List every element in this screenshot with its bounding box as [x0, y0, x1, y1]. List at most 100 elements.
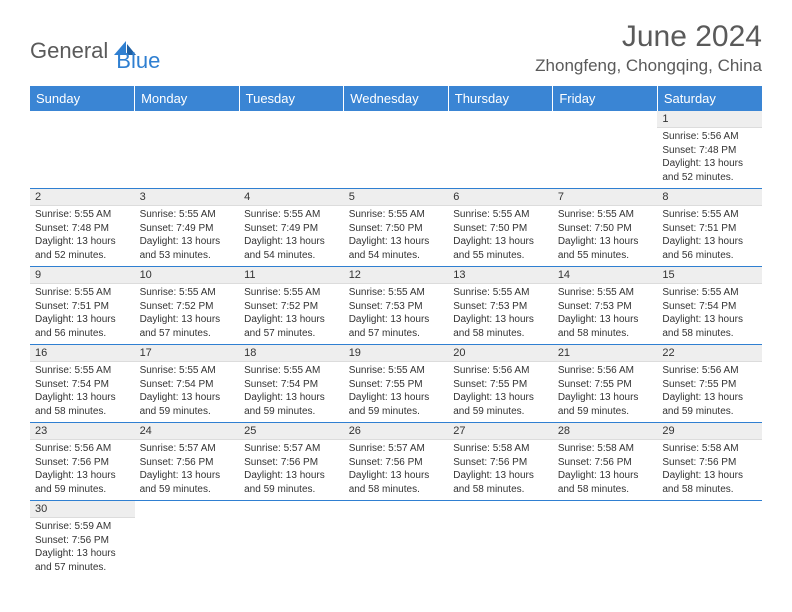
day-number: 15	[657, 267, 762, 284]
calendar-day-cell: 4Sunrise: 5:55 AMSunset: 7:49 PMDaylight…	[239, 189, 344, 267]
day-info: Sunrise: 5:56 AMSunset: 7:56 PMDaylight:…	[30, 440, 135, 500]
calendar-day-cell: 26Sunrise: 5:57 AMSunset: 7:56 PMDayligh…	[344, 423, 449, 501]
day-info: Sunrise: 5:55 AMSunset: 7:48 PMDaylight:…	[30, 206, 135, 266]
day-number: 24	[135, 423, 240, 440]
calendar-day-cell: 28Sunrise: 5:58 AMSunset: 7:56 PMDayligh…	[553, 423, 658, 501]
calendar-day-cell: 11Sunrise: 5:55 AMSunset: 7:52 PMDayligh…	[239, 267, 344, 345]
day-info: Sunrise: 5:55 AMSunset: 7:50 PMDaylight:…	[553, 206, 658, 266]
calendar-day-cell: 25Sunrise: 5:57 AMSunset: 7:56 PMDayligh…	[239, 423, 344, 501]
day-number: 28	[553, 423, 658, 440]
calendar-empty-cell	[553, 501, 658, 579]
calendar-empty-cell	[344, 501, 449, 579]
logo-text-blue: Blue	[116, 48, 160, 74]
calendar-day-cell: 14Sunrise: 5:55 AMSunset: 7:53 PMDayligh…	[553, 267, 658, 345]
calendar-day-cell: 3Sunrise: 5:55 AMSunset: 7:49 PMDaylight…	[135, 189, 240, 267]
location: Zhongfeng, Chongqing, China	[535, 56, 762, 76]
weekday-header: Thursday	[448, 86, 553, 111]
day-info: Sunrise: 5:55 AMSunset: 7:51 PMDaylight:…	[657, 206, 762, 266]
calendar-day-cell: 5Sunrise: 5:55 AMSunset: 7:50 PMDaylight…	[344, 189, 449, 267]
day-info: Sunrise: 5:56 AMSunset: 7:55 PMDaylight:…	[657, 362, 762, 422]
day-info: Sunrise: 5:55 AMSunset: 7:55 PMDaylight:…	[344, 362, 449, 422]
calendar-day-cell: 18Sunrise: 5:55 AMSunset: 7:54 PMDayligh…	[239, 345, 344, 423]
day-info: Sunrise: 5:55 AMSunset: 7:54 PMDaylight:…	[239, 362, 344, 422]
weekday-header-row: SundayMondayTuesdayWednesdayThursdayFrid…	[30, 86, 762, 111]
day-number: 6	[448, 189, 553, 206]
day-number: 9	[30, 267, 135, 284]
day-number: 14	[553, 267, 658, 284]
day-info: Sunrise: 5:58 AMSunset: 7:56 PMDaylight:…	[657, 440, 762, 500]
calendar-day-cell: 12Sunrise: 5:55 AMSunset: 7:53 PMDayligh…	[344, 267, 449, 345]
logo-text-general: General	[30, 38, 108, 64]
calendar-empty-cell	[448, 111, 553, 189]
calendar-empty-cell	[553, 111, 658, 189]
day-info: Sunrise: 5:58 AMSunset: 7:56 PMDaylight:…	[448, 440, 553, 500]
calendar-day-cell: 30Sunrise: 5:59 AMSunset: 7:56 PMDayligh…	[30, 501, 135, 579]
logo: General Blue	[30, 28, 160, 74]
day-number: 11	[239, 267, 344, 284]
calendar-empty-cell	[344, 111, 449, 189]
day-number: 23	[30, 423, 135, 440]
calendar-empty-cell	[657, 501, 762, 579]
day-info: Sunrise: 5:58 AMSunset: 7:56 PMDaylight:…	[553, 440, 658, 500]
day-number: 3	[135, 189, 240, 206]
calendar-week-row: 2Sunrise: 5:55 AMSunset: 7:48 PMDaylight…	[30, 189, 762, 267]
day-number: 30	[30, 501, 135, 518]
day-number: 4	[239, 189, 344, 206]
title-block: June 2024 Zhongfeng, Chongqing, China	[535, 20, 762, 76]
day-info: Sunrise: 5:55 AMSunset: 7:52 PMDaylight:…	[239, 284, 344, 344]
calendar-week-row: 23Sunrise: 5:56 AMSunset: 7:56 PMDayligh…	[30, 423, 762, 501]
calendar-day-cell: 13Sunrise: 5:55 AMSunset: 7:53 PMDayligh…	[448, 267, 553, 345]
day-number: 7	[553, 189, 658, 206]
calendar-day-cell: 19Sunrise: 5:55 AMSunset: 7:55 PMDayligh…	[344, 345, 449, 423]
calendar-day-cell: 2Sunrise: 5:55 AMSunset: 7:48 PMDaylight…	[30, 189, 135, 267]
day-info: Sunrise: 5:55 AMSunset: 7:54 PMDaylight:…	[135, 362, 240, 422]
calendar-day-cell: 22Sunrise: 5:56 AMSunset: 7:55 PMDayligh…	[657, 345, 762, 423]
day-info: Sunrise: 5:55 AMSunset: 7:49 PMDaylight:…	[239, 206, 344, 266]
calendar-week-row: 30Sunrise: 5:59 AMSunset: 7:56 PMDayligh…	[30, 501, 762, 579]
day-info: Sunrise: 5:55 AMSunset: 7:49 PMDaylight:…	[135, 206, 240, 266]
calendar-empty-cell	[448, 501, 553, 579]
day-info: Sunrise: 5:56 AMSunset: 7:48 PMDaylight:…	[657, 128, 762, 188]
weekday-header: Wednesday	[344, 86, 449, 111]
day-info: Sunrise: 5:55 AMSunset: 7:54 PMDaylight:…	[30, 362, 135, 422]
day-info: Sunrise: 5:55 AMSunset: 7:50 PMDaylight:…	[344, 206, 449, 266]
month-title: June 2024	[535, 20, 762, 54]
header: General Blue June 2024 Zhongfeng, Chongq…	[30, 20, 762, 76]
calendar-week-row: 16Sunrise: 5:55 AMSunset: 7:54 PMDayligh…	[30, 345, 762, 423]
day-number: 19	[344, 345, 449, 362]
day-info: Sunrise: 5:57 AMSunset: 7:56 PMDaylight:…	[239, 440, 344, 500]
day-info: Sunrise: 5:56 AMSunset: 7:55 PMDaylight:…	[553, 362, 658, 422]
day-number: 20	[448, 345, 553, 362]
day-number: 13	[448, 267, 553, 284]
calendar-day-cell: 15Sunrise: 5:55 AMSunset: 7:54 PMDayligh…	[657, 267, 762, 345]
day-number: 2	[30, 189, 135, 206]
day-info: Sunrise: 5:55 AMSunset: 7:53 PMDaylight:…	[344, 284, 449, 344]
calendar-table: SundayMondayTuesdayWednesdayThursdayFrid…	[30, 86, 762, 578]
day-number: 25	[239, 423, 344, 440]
calendar-empty-cell	[239, 501, 344, 579]
day-number: 17	[135, 345, 240, 362]
day-number: 10	[135, 267, 240, 284]
day-number: 8	[657, 189, 762, 206]
weekday-header: Tuesday	[239, 86, 344, 111]
day-number: 1	[657, 111, 762, 128]
day-info: Sunrise: 5:55 AMSunset: 7:51 PMDaylight:…	[30, 284, 135, 344]
day-number: 16	[30, 345, 135, 362]
calendar-week-row: 9Sunrise: 5:55 AMSunset: 7:51 PMDaylight…	[30, 267, 762, 345]
day-number: 18	[239, 345, 344, 362]
day-info: Sunrise: 5:59 AMSunset: 7:56 PMDaylight:…	[30, 518, 135, 578]
calendar-day-cell: 1Sunrise: 5:56 AMSunset: 7:48 PMDaylight…	[657, 111, 762, 189]
day-info: Sunrise: 5:55 AMSunset: 7:50 PMDaylight:…	[448, 206, 553, 266]
calendar-day-cell: 20Sunrise: 5:56 AMSunset: 7:55 PMDayligh…	[448, 345, 553, 423]
weekday-header: Saturday	[657, 86, 762, 111]
day-info: Sunrise: 5:55 AMSunset: 7:52 PMDaylight:…	[135, 284, 240, 344]
day-number: 5	[344, 189, 449, 206]
day-info: Sunrise: 5:55 AMSunset: 7:54 PMDaylight:…	[657, 284, 762, 344]
weekday-header: Monday	[135, 86, 240, 111]
day-info: Sunrise: 5:57 AMSunset: 7:56 PMDaylight:…	[344, 440, 449, 500]
calendar-empty-cell	[135, 111, 240, 189]
calendar-day-cell: 23Sunrise: 5:56 AMSunset: 7:56 PMDayligh…	[30, 423, 135, 501]
day-info: Sunrise: 5:57 AMSunset: 7:56 PMDaylight:…	[135, 440, 240, 500]
calendar-day-cell: 29Sunrise: 5:58 AMSunset: 7:56 PMDayligh…	[657, 423, 762, 501]
day-number: 29	[657, 423, 762, 440]
